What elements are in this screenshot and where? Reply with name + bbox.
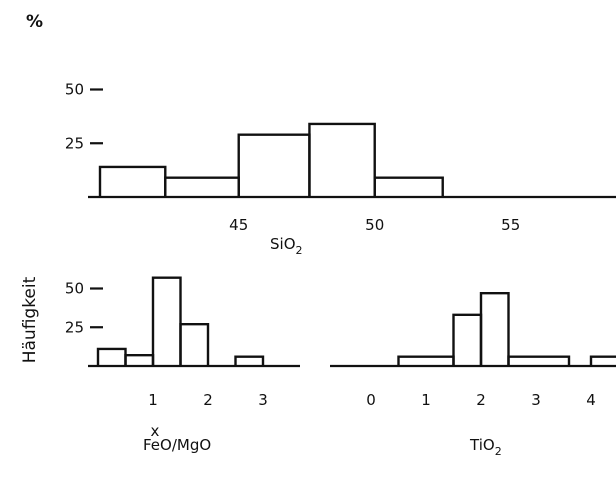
percent-symbol: % bbox=[26, 12, 43, 32]
feo_mgo-x-axis-mark: x bbox=[151, 422, 160, 440]
sio2-bar bbox=[308, 122, 376, 197]
sio2-x-axis-label-main: SiO bbox=[270, 235, 296, 253]
tio2-bar bbox=[589, 355, 616, 366]
feo_mgo-y-tick-label: 25 bbox=[65, 318, 84, 336]
tio2-bar bbox=[479, 291, 510, 366]
feo_mgo-bar bbox=[96, 347, 127, 366]
tio2-x-tick-label: 0 bbox=[366, 391, 376, 409]
sio2-histogram: 25 50 45 50 55 SiO2 bbox=[65, 81, 616, 257]
tio2-x-tick-label: 4 bbox=[586, 391, 596, 409]
sio2-x-axis-label-subscript: 2 bbox=[296, 244, 303, 257]
sio2-x-tick-label: 50 bbox=[365, 216, 384, 234]
feo_mgo-bar bbox=[124, 353, 155, 366]
feo_mgo-x-tick-label: 1 bbox=[148, 391, 158, 409]
feo_mgo-bar bbox=[151, 276, 182, 366]
tio2-bar bbox=[452, 313, 483, 366]
tio2-bar bbox=[397, 355, 455, 366]
feo_mgo-x-tick-label: 2 bbox=[203, 391, 213, 409]
tio2-bar bbox=[507, 355, 571, 366]
feo_mgo-x-tick-label: 3 bbox=[258, 391, 268, 409]
feo_mgo-x-axis-label-main: FeO/MgO bbox=[143, 436, 211, 454]
feo_mgo-bar bbox=[234, 355, 265, 366]
feo_mgo-bar bbox=[179, 322, 210, 366]
feo_mgo-y-tick-label: 50 bbox=[65, 280, 84, 298]
tio2-x-axis-label-main: TiO bbox=[469, 436, 495, 454]
sio2-bar bbox=[98, 165, 167, 197]
tio2-x-tick-label: 3 bbox=[531, 391, 541, 409]
tio2-x-tick-label: 1 bbox=[421, 391, 431, 409]
sio2-x-axis-label: SiO2 bbox=[270, 235, 303, 257]
tio2-x-axis-label: TiO2 bbox=[469, 436, 502, 458]
sio2-y-tick-label: 50 bbox=[65, 81, 84, 99]
tio2-x-tick-label: 2 bbox=[476, 391, 486, 409]
sio2-bar bbox=[164, 176, 240, 197]
tio2-x-axis-label-subscript: 2 bbox=[495, 445, 502, 458]
sio2-bar bbox=[373, 176, 444, 197]
sio2-bar bbox=[237, 133, 311, 197]
sio2-y-tick-label: 25 bbox=[65, 134, 84, 152]
sio2-x-tick-label: 55 bbox=[501, 216, 520, 234]
feo_mgo-x-axis-label: FeO/MgO bbox=[143, 436, 211, 454]
y-axis-title: Häufigkeit bbox=[20, 276, 40, 363]
sio2-x-tick-label: 45 bbox=[229, 216, 248, 234]
